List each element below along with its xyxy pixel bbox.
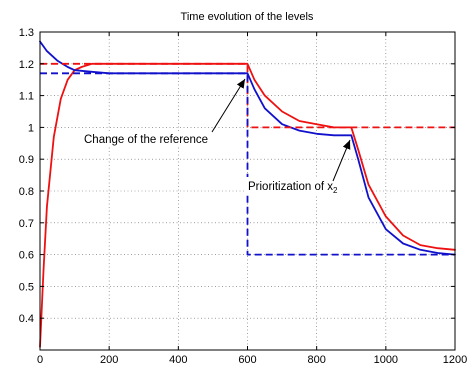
y-tick-label: 0.9 — [19, 154, 34, 166]
series-line-reference-red — [40, 62, 455, 129]
x-tick-label: 600 — [238, 354, 256, 366]
y-tick-label: 0.8 — [19, 186, 34, 198]
annotation-prioritization-text: Prioritization of x2 — [248, 181, 338, 195]
chart-title: Time evolution of the levels — [181, 11, 314, 23]
y-tick-label: 1.3 — [19, 27, 34, 39]
series-group — [39, 40, 456, 348]
y-tick-label: 0.6 — [19, 250, 34, 262]
annotation-prioritization-subscript: 2 — [333, 186, 338, 195]
y-tick-label: 0.4 — [19, 313, 34, 325]
x-tick-labels: 0 200 400 600 800 1000 1200 — [37, 354, 467, 366]
x-tick-label: 1000 — [374, 354, 398, 366]
x-tick-label: 200 — [100, 354, 118, 366]
x-tick-label: 400 — [169, 354, 187, 366]
x-tick-label: 1200 — [443, 354, 467, 366]
y-tick-label: 1.2 — [19, 59, 34, 71]
x-tick-label: 800 — [307, 354, 325, 366]
annotation-change-of-reference-text: Change of the reference — [84, 134, 208, 146]
x-tick-label: 0 — [37, 354, 43, 366]
y-tick-label: 0.7 — [19, 218, 34, 230]
series-line-reference-blue — [40, 72, 455, 256]
annotation-prioritization: Prioritization of x2 — [245, 139, 361, 195]
y-tick-label: 0.5 — [19, 281, 34, 293]
y-tick-label: 1 — [28, 122, 34, 134]
annotation-change-of-reference: Change of the reference — [80, 78, 246, 147]
series-line-level-blue — [39, 40, 456, 256]
annotation-change-of-reference-arrow — [211, 78, 246, 133]
y-tick-labels: 0.4 0.5 0.6 0.7 0.8 0.9 1 1.1 1.2 1.3 — [19, 27, 34, 325]
ticks — [39, 31, 456, 350]
annotation-prioritization-arrow — [332, 139, 351, 182]
y-tick-label: 1.1 — [19, 91, 34, 103]
series-line-level-red — [39, 62, 456, 348]
